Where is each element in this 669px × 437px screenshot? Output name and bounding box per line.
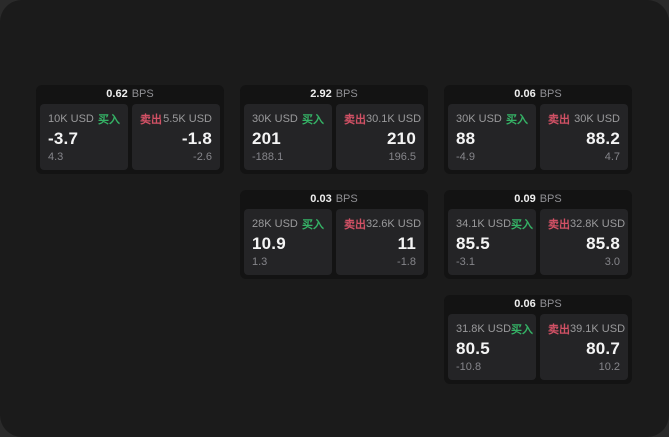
sell-side-label: 卖出 (548, 324, 570, 336)
sell-price: 210 (387, 129, 416, 148)
quote-card: 0.09 BPS 34.1K USD 买入 85.5 -3.1 卖出 32.8K… (444, 190, 632, 279)
buy-delta: -10.8 (456, 361, 482, 373)
bps-unit-label: BPS (335, 88, 358, 100)
buy-price: 85.5 (456, 234, 490, 253)
sell-amount: 5.5K USD (163, 113, 212, 125)
bps-header: 2.92 BPS (240, 85, 428, 104)
sell-delta: -2.6 (193, 151, 212, 163)
sell-side-label: 卖出 (548, 219, 570, 231)
buy-delta: 4.3 (48, 151, 64, 163)
buy-quote-panel[interactable]: 10K USD 买入 -3.7 4.3 (40, 104, 128, 170)
sell-price: 85.8 (586, 234, 620, 253)
bps-unit-label: BPS (539, 298, 562, 310)
buy-side-label: 买入 (98, 114, 120, 126)
bps-header: 0.09 BPS (444, 190, 632, 209)
sell-delta: 196.5 (388, 151, 416, 163)
sell-price: 88.2 (586, 129, 620, 148)
buy-delta: -4.9 (456, 151, 475, 163)
sell-side-label: 卖出 (140, 114, 162, 126)
sell-quote-panel[interactable]: 卖出 32.8K USD 85.8 3.0 (540, 209, 628, 275)
bps-value: 0.06 (514, 298, 536, 310)
buy-quote-panel[interactable]: 31.8K USD 买入 80.5 -10.8 (448, 314, 536, 380)
sell-amount: 32.6K USD (366, 218, 422, 230)
sell-delta: -1.8 (397, 256, 416, 268)
buy-quote-panel[interactable]: 28K USD 买入 10.9 1.3 (244, 209, 332, 275)
bps-unit-label: BPS (335, 193, 358, 205)
buy-price: 80.5 (456, 339, 490, 358)
buy-price: 88 (456, 129, 476, 148)
buy-side-label: 买入 (506, 114, 528, 126)
bps-value: 2.92 (310, 88, 332, 100)
sell-amount: 30.1K USD (366, 113, 422, 125)
buy-side-label: 买入 (511, 219, 534, 231)
buy-price: 201 (252, 129, 281, 148)
bps-header: 0.62 BPS (36, 85, 224, 104)
bps-header: 0.06 BPS (444, 85, 632, 104)
sell-amount: 30K USD (574, 113, 620, 125)
buy-quote-panel[interactable]: 30K USD 买入 201 -188.1 (244, 104, 332, 170)
sell-quote-panel[interactable]: 卖出 30.1K USD 210 196.5 (336, 104, 424, 170)
sell-delta: 10.2 (598, 361, 620, 373)
buy-delta: -188.1 (252, 151, 284, 163)
bps-value: 0.09 (514, 193, 536, 205)
sell-quote-panel[interactable]: 卖出 30K USD 88.2 4.7 (540, 104, 628, 170)
bps-unit-label: BPS (131, 88, 154, 100)
bps-unit-label: BPS (539, 88, 562, 100)
sell-side-label: 卖出 (344, 219, 366, 231)
buy-side-label: 买入 (511, 324, 534, 336)
quote-card: 0.06 BPS 30K USD 买入 88 -4.9 卖出 30K USD 8… (444, 85, 632, 174)
buy-delta: -3.1 (456, 256, 475, 268)
sell-quote-panel[interactable]: 卖出 39.1K USD 80.7 10.2 (540, 314, 628, 380)
buy-amount: 34.1K USD (456, 218, 512, 230)
quote-card: 2.92 BPS 30K USD 买入 201 -188.1 卖出 30.1K … (240, 85, 428, 174)
bps-unit-label: BPS (539, 193, 562, 205)
sell-quote-panel[interactable]: 卖出 32.6K USD 11 -1.8 (336, 209, 424, 275)
buy-amount: 30K USD (456, 113, 502, 125)
sell-amount: 32.8K USD (570, 218, 626, 230)
bps-header: 0.06 BPS (444, 295, 632, 314)
buy-price: -3.7 (48, 129, 79, 148)
buy-price: 10.9 (252, 234, 286, 253)
bps-header: 0.03 BPS (240, 190, 428, 209)
sell-amount: 39.1K USD (570, 323, 626, 335)
buy-amount: 28K USD (252, 218, 298, 230)
buy-amount: 30K USD (252, 113, 298, 125)
quote-card: 0.06 BPS 31.8K USD 买入 80.5 -10.8 卖出 39.1… (444, 295, 632, 384)
sell-price: -1.8 (181, 129, 212, 148)
sell-side-label: 卖出 (344, 114, 366, 126)
quote-card: 0.62 BPS 10K USD 买入 -3.7 4.3 卖出 5.5K USD… (36, 85, 224, 174)
buy-quote-panel[interactable]: 30K USD 买入 88 -4.9 (448, 104, 536, 170)
bps-value: 0.62 (106, 88, 128, 100)
quote-card: 0.03 BPS 28K USD 买入 10.9 1.3 卖出 32.6K US… (240, 190, 428, 279)
sell-delta: 4.7 (604, 151, 620, 163)
buy-amount: 10K USD (48, 113, 94, 125)
buy-delta: 1.3 (252, 256, 268, 268)
sell-quote-panel[interactable]: 卖出 5.5K USD -1.8 -2.6 (132, 104, 220, 170)
buy-quote-panel[interactable]: 34.1K USD 买入 85.5 -3.1 (448, 209, 536, 275)
bps-value: 0.06 (514, 88, 536, 100)
bps-value: 0.03 (310, 193, 332, 205)
sell-side-label: 卖出 (548, 114, 570, 126)
buy-side-label: 买入 (302, 219, 324, 231)
buy-amount: 31.8K USD (456, 323, 512, 335)
sell-price: 11 (397, 234, 416, 253)
sell-delta: 3.0 (604, 256, 620, 268)
buy-side-label: 买入 (302, 114, 324, 126)
sell-price: 80.7 (586, 339, 620, 358)
